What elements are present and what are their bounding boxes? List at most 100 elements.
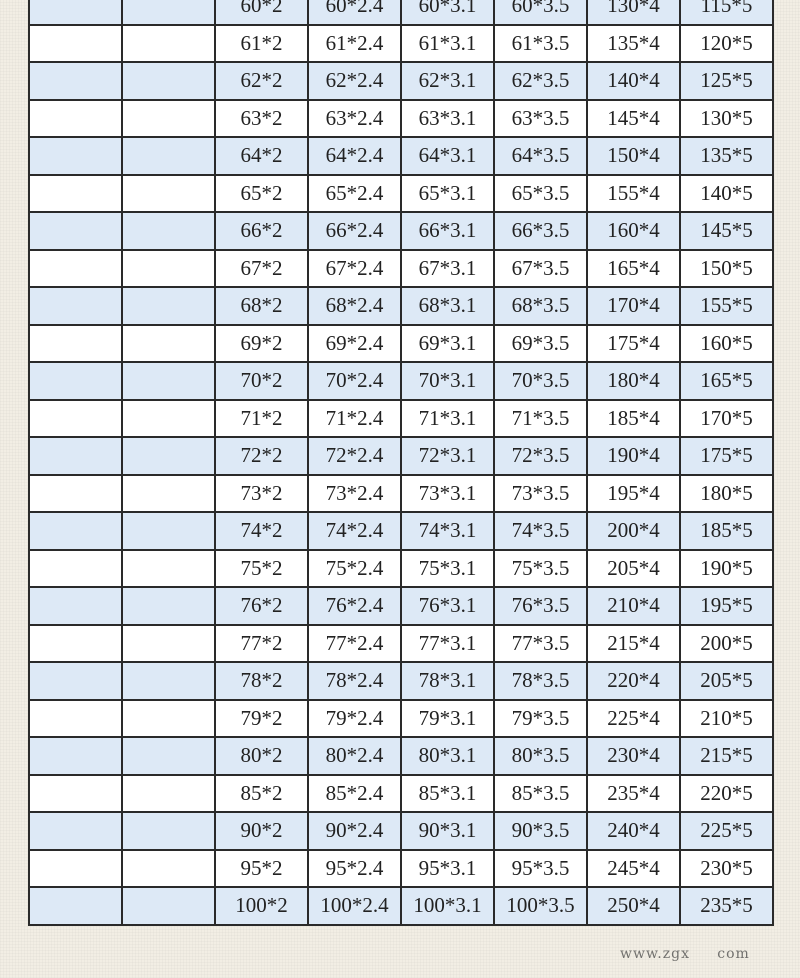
table-cell: 75*3.5 — [493, 548, 588, 588]
table-cell: 60*3.1 — [400, 0, 495, 26]
table-cell: 77*2.4 — [307, 623, 402, 663]
table-cell: 71*2 — [214, 398, 309, 438]
table-cell: 180*5 — [679, 473, 774, 513]
table-cell — [28, 586, 123, 626]
table-cell: 75*2 — [214, 548, 309, 588]
table-row: 65*2 65*2.4 65*3.1 65*3.5 155*4 140*5 — [28, 173, 774, 213]
table-cell — [121, 848, 216, 888]
table-row: 80*2 80*2.4 80*3.1 80*3.5 230*4 215*5 — [28, 736, 774, 776]
table-cell: 95*3.1 — [400, 848, 495, 888]
table-cell — [121, 61, 216, 101]
table-cell: 79*2 — [214, 698, 309, 738]
table-cell: 235*5 — [679, 886, 774, 926]
table-cell — [28, 98, 123, 138]
table-cell: 63*2 — [214, 98, 309, 138]
table-cell: 215*4 — [586, 623, 681, 663]
table-cell: 185*5 — [679, 511, 774, 551]
table-cell — [28, 173, 123, 213]
table-cell: 230*5 — [679, 848, 774, 888]
table-cell — [121, 623, 216, 663]
table-cell: 76*3.5 — [493, 586, 588, 626]
table-cell: 175*5 — [679, 436, 774, 476]
table-cell: 67*3.1 — [400, 248, 495, 288]
table-cell: 160*5 — [679, 323, 774, 363]
table-row: 64*2 64*2.4 64*3.1 64*3.5 150*4 135*5 — [28, 136, 774, 176]
table-cell: 80*3.1 — [400, 736, 495, 776]
table-cell: 66*3.1 — [400, 211, 495, 251]
table-cell: 115*5 — [679, 0, 774, 26]
table-cell — [121, 23, 216, 63]
table-cell: 230*4 — [586, 736, 681, 776]
table-cell: 250*4 — [586, 886, 681, 926]
table-cell — [28, 286, 123, 326]
table-cell — [121, 586, 216, 626]
table-cell — [121, 811, 216, 851]
table-cell: 150*5 — [679, 248, 774, 288]
table-cell: 69*3.1 — [400, 323, 495, 363]
table-cell: 205*4 — [586, 548, 681, 588]
table-cell — [121, 136, 216, 176]
table-cell: 71*3.5 — [493, 398, 588, 438]
table-cell — [28, 623, 123, 663]
table-cell: 135*5 — [679, 136, 774, 176]
table-cell: 74*2.4 — [307, 511, 402, 551]
table-cell: 68*2.4 — [307, 286, 402, 326]
table-cell: 60*3.5 — [493, 0, 588, 26]
table-cell: 145*5 — [679, 211, 774, 251]
table-row: 68*2 68*2.4 68*3.1 68*3.5 170*4 155*5 — [28, 286, 774, 326]
table-cell: 65*2.4 — [307, 173, 402, 213]
table-cell: 62*2.4 — [307, 61, 402, 101]
table-cell: 75*2.4 — [307, 548, 402, 588]
table-cell: 67*2.4 — [307, 248, 402, 288]
table-cell: 73*2 — [214, 473, 309, 513]
table-cell: 66*2 — [214, 211, 309, 251]
table-row: 90*2 90*2.4 90*3.1 90*3.5 240*4 225*5 — [28, 811, 774, 851]
table-cell: 62*2 — [214, 61, 309, 101]
table-cell: 225*5 — [679, 811, 774, 851]
table-cell: 62*3.1 — [400, 61, 495, 101]
table-cell: 120*5 — [679, 23, 774, 63]
table-cell: 165*5 — [679, 361, 774, 401]
table-row: 61*2 61*2.4 61*3.1 61*3.5 135*4 120*5 — [28, 23, 774, 63]
table-cell: 78*3.1 — [400, 661, 495, 701]
table-cell: 70*2.4 — [307, 361, 402, 401]
table-cell: 61*2.4 — [307, 23, 402, 63]
table-cell: 145*4 — [586, 98, 681, 138]
table-cell: 185*4 — [586, 398, 681, 438]
table-cell — [121, 473, 216, 513]
table-cell: 78*2 — [214, 661, 309, 701]
table-cell — [121, 886, 216, 926]
table-cell: 72*2 — [214, 436, 309, 476]
table-cell — [121, 98, 216, 138]
table-cell: 170*4 — [586, 286, 681, 326]
table-cell — [28, 886, 123, 926]
table-cell: 72*2.4 — [307, 436, 402, 476]
table-row: 69*2 69*2.4 69*3.1 69*3.5 175*4 160*5 — [28, 323, 774, 363]
table-cell: 135*4 — [586, 23, 681, 63]
table-row: 74*2 74*2.4 74*3.1 74*3.5 200*4 185*5 — [28, 511, 774, 551]
table-cell: 65*2 — [214, 173, 309, 213]
table-cell: 215*5 — [679, 736, 774, 776]
table-row: 85*2 85*2.4 85*3.1 85*3.5 235*4 220*5 — [28, 773, 774, 813]
table-cell: 210*5 — [679, 698, 774, 738]
table-row: 77*2 77*2.4 77*3.1 77*3.5 215*4 200*5 — [28, 623, 774, 663]
table-cell: 155*5 — [679, 286, 774, 326]
table-cell: 69*3.5 — [493, 323, 588, 363]
table-cell: 73*3.1 — [400, 473, 495, 513]
watermark: www.zgx com — [620, 946, 750, 962]
table-cell: 63*3.5 — [493, 98, 588, 138]
table-cell: 64*3.5 — [493, 136, 588, 176]
table-cell — [28, 698, 123, 738]
table-cell: 68*3.5 — [493, 286, 588, 326]
table-cell: 73*3.5 — [493, 473, 588, 513]
table-cell: 64*2.4 — [307, 136, 402, 176]
table-cell: 205*5 — [679, 661, 774, 701]
table-cell: 220*5 — [679, 773, 774, 813]
table-cell — [28, 511, 123, 551]
table-cell — [28, 0, 123, 26]
table-row: 62*2 62*2.4 62*3.1 62*3.5 140*4 125*5 — [28, 61, 774, 101]
table-row: 67*2 67*2.4 67*3.1 67*3.5 165*4 150*5 — [28, 248, 774, 288]
table-cell: 63*3.1 — [400, 98, 495, 138]
table-cell: 210*4 — [586, 586, 681, 626]
table-cell — [121, 698, 216, 738]
